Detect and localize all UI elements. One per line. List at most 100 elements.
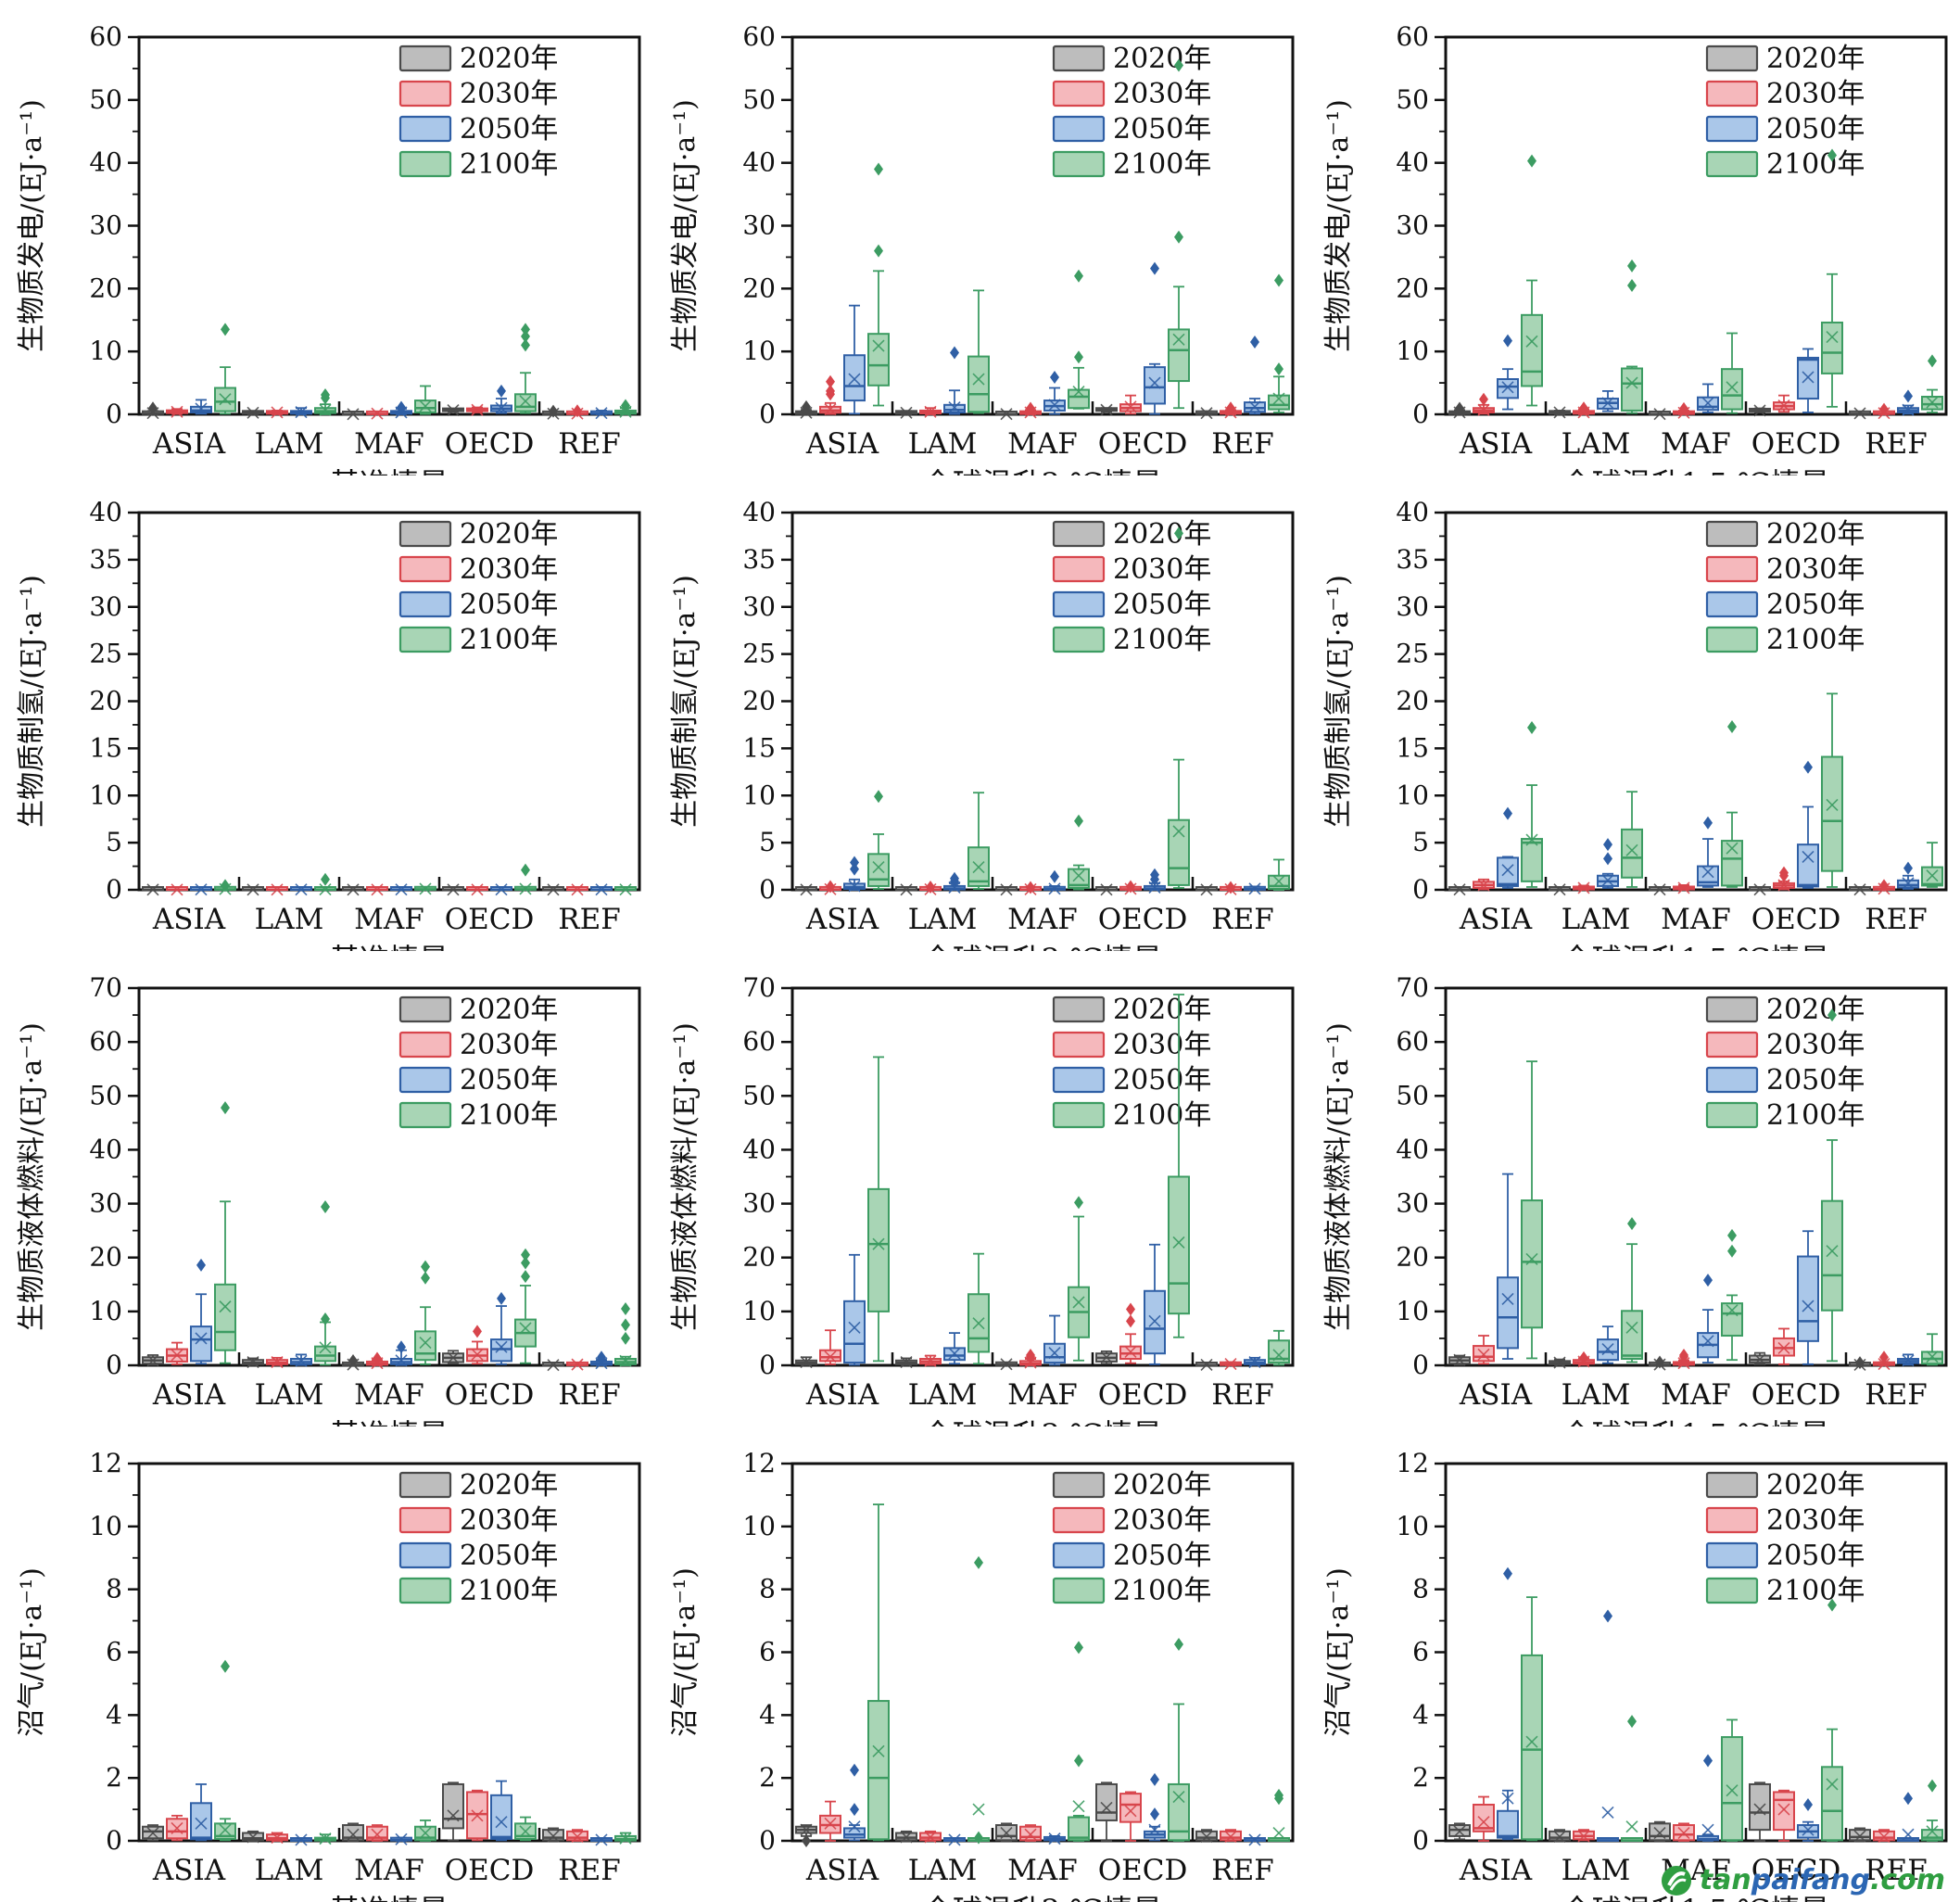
chart-biogas-baseline: 0 2 4 6 8 10 12 ASIA LAM MAF OECD REF 基准情景 沼气/(EJ·a⁻¹… [0,1426,653,1902]
y-tick-label: 0 [106,874,122,905]
x-axis-title: 全球温升1.5 ℃情景 [1562,942,1830,951]
box-OECD-2050年 [1144,1243,1166,1365]
outlier-diamond [521,1256,530,1270]
y-tick-label: 0 [759,399,776,429]
y-tick-label: 35 [1396,544,1429,575]
box-MAF-2020年 [342,1822,364,1842]
box-LAM-2050年 [1597,838,1619,889]
box-OECD-2020年 [1095,1350,1118,1365]
legend-swatch [1705,1101,1759,1129]
box-ASIA-2050年 [190,1783,212,1842]
outlier-diamond [221,879,230,893]
x-category-label: OECD [1751,1854,1841,1887]
legend-swatch [398,150,452,178]
y-tick-label: 15 [742,732,776,763]
outlier-diamond [1503,334,1512,348]
box-REF-2100年 [614,883,637,896]
x-category-label: REF [558,1378,620,1412]
x-category-label: MAF [354,903,424,936]
outlier-diamond [1126,880,1135,894]
outlier-diamond [221,1101,230,1115]
plot-frame [137,511,641,892]
box-REF-2100年 [614,1301,637,1367]
box-LAM-2100年 [1621,259,1643,414]
box-REF-2020年 [542,404,564,420]
outlier-diamond [874,244,883,258]
legend-swatch [1052,1101,1106,1129]
legend-label: 2050年 [1113,1540,1211,1572]
outlier-diamond [521,329,530,343]
y-axis-title: 生物质发电/(EJ·a⁻¹) [16,99,48,352]
box-LAM-2030年 [266,1832,288,1845]
legend-swatch [398,115,452,143]
outlier-diamond [1827,148,1837,162]
y-axis: 0 2 4 6 8 10 12 [742,1448,792,1856]
box-LAM-2020年 [1549,1829,1571,1844]
outlier-diamond [1579,401,1588,415]
box-ASIA-2030年 [1473,878,1495,892]
y-tick-label: 10 [89,780,122,810]
box-LAM-2050年 [1597,390,1619,412]
y-tick-label: 60 [1396,21,1429,52]
outlier-diamond [1174,230,1183,244]
box-REF-2030年 [566,1358,588,1371]
y-tick-label: 30 [89,591,122,622]
box-OECD-2020年 [442,1350,464,1365]
box-REF-2100年 [1268,858,1290,891]
legend-swatch [1052,1031,1106,1059]
y-tick-label: 40 [89,497,122,527]
box-REF-2050年 [1897,861,1919,890]
outlier-diamond [421,1260,430,1274]
legend-label: 2020年 [1766,43,1865,75]
box-REF-2020年 [542,1359,564,1372]
box-LAM-2100年 [967,1252,990,1365]
x-category-label: OECD [1751,427,1841,461]
x-category-label: LAM [1562,1854,1631,1887]
y-axis-title: 沼气/(EJ·a⁻¹) [16,1567,48,1737]
box-LAM-2020年 [242,1355,264,1369]
box-LAM-2050年 [1597,1325,1619,1364]
box-OECD-2100年 [1168,526,1190,889]
box-OECD-2050年 [490,883,512,896]
y-axis: 0 10 20 30 40 50 60 70 [89,972,139,1380]
box-MAF-2020年 [342,1354,364,1371]
box-MAF-2030年 [366,1824,388,1842]
box-MAF-2030年 [1673,881,1695,894]
box-OECD-2100年 [514,863,537,895]
box-ASIA-2020年 [795,1823,817,1847]
x-category-label: OECD [1098,903,1188,936]
watermark-com: .com [1869,1864,1945,1896]
outlier-diamond [1026,401,1035,415]
legend-swatch [1052,1577,1106,1604]
outlier-diamond [974,1831,983,1845]
outlier-diamond [1050,869,1059,883]
box-ASIA-2020年 [1448,401,1471,419]
box-MAF-2100年 [1068,1641,1090,1842]
outlier-diamond [148,401,158,415]
legend-swatch [398,44,452,72]
box-ASIA-2100年 [1521,1596,1543,1842]
x-category-label: LAM [255,903,324,936]
chart-svg-hydrogen-baseline: 0 5 10 15 20 25 30 35 40 ASIA LAM MAF OECD REF 基准情景 生物质… [16,497,641,977]
watermark-link[interactable]: tanpaifang.com [1661,1864,1945,1896]
box-MAF-2050年 [1697,1754,1719,1842]
box-REF-2050年 [1244,335,1266,415]
box-ASIA-2030年 [166,405,188,418]
box-OECD-2020年 [1095,403,1118,416]
y-axis-title: 沼气/(EJ·a⁻¹) [669,1567,702,1737]
box-REF-2020年 [1849,1356,1871,1371]
outlier-diamond [521,323,530,336]
chart-svg-biogas-1p5c: 024681012ASIALAMMAFOECDREF全球温升1.5 ℃情景沼气/… [1322,1448,1948,1902]
box-ASIA-2050年 [843,304,866,415]
y-tick-label: 20 [1396,273,1429,303]
box-REF-2030年 [1220,1357,1242,1371]
outlier-diamond [1703,816,1713,830]
box-LAM-2020年 [895,1830,917,1844]
box-OECD-2030年 [1119,880,1142,895]
box-ASIA-2100年 [867,790,890,890]
outlier-diamond [874,162,883,176]
y-tick-label: 10 [89,1511,122,1541]
outlier-diamond [802,1834,811,1847]
outlier-diamond [621,399,630,412]
legend-swatch [398,995,452,1023]
